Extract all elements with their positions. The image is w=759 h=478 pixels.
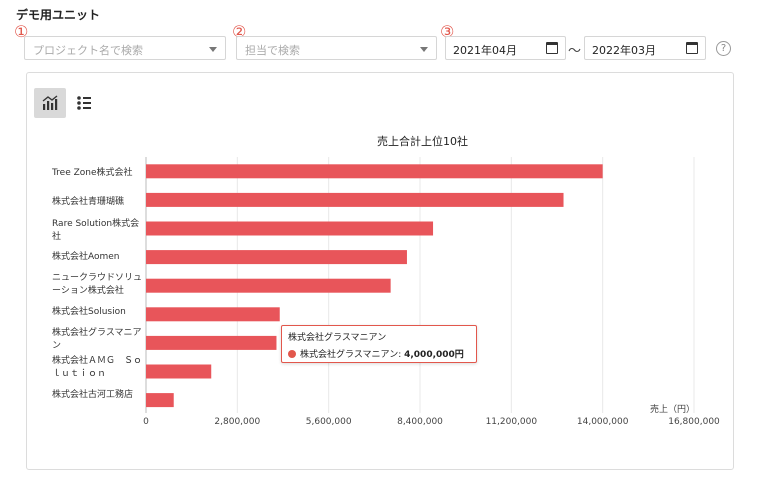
person-search-placeholder: 担当で検索 [245, 44, 300, 57]
chart-card [26, 72, 734, 470]
marker-1: ① [14, 22, 29, 41]
x-tick-label: 16,800,000 [668, 417, 720, 427]
category-label: Tree Zone株式会社 [52, 168, 133, 178]
range-separator: 〜 [568, 44, 582, 59]
bar[interactable] [146, 250, 407, 265]
project-search-placeholder: プロジェクト名で検索 [33, 44, 143, 57]
series-dot-icon [288, 350, 296, 358]
tooltip-title: 株式会社グラスマニアン [288, 333, 387, 343]
category-label: 株式会社Aomen [52, 252, 120, 262]
help-icon[interactable]: ? [716, 41, 731, 56]
bar[interactable] [146, 192, 564, 207]
chart-title: 売上合計上位10社 [377, 135, 468, 148]
calendar-icon[interactable] [686, 42, 698, 54]
date-to-input[interactable]: 2022年03月 [584, 36, 706, 60]
tooltip-series-label: 株式会社グラスマニアン: [300, 350, 402, 360]
bar-chart-icon [42, 95, 58, 110]
bar[interactable] [146, 221, 434, 236]
category-label: 株式会社青珊瑚礁 [52, 197, 125, 207]
bar[interactable] [146, 278, 391, 293]
x-tick-label: 0 [143, 417, 149, 427]
list-view-button[interactable] [68, 88, 100, 118]
bar[interactable] [146, 307, 280, 322]
x-tick-label: 5,600,000 [306, 417, 352, 427]
chevron-down-icon [420, 47, 428, 52]
x-tick-label: 14,000,000 [577, 417, 629, 427]
x-tick-label: 2,800,000 [214, 417, 260, 427]
tooltip-value: 4,000,000円 [404, 350, 464, 360]
bar[interactable] [146, 364, 212, 379]
marker-3: ③ [440, 22, 455, 41]
calendar-icon[interactable] [546, 42, 558, 54]
project-search-select[interactable]: プロジェクト名で検索 [24, 36, 226, 60]
category-label: 株式会社古河工務店 [52, 390, 134, 400]
date-from-value: 2021年04月 [453, 44, 517, 57]
category-label: ニュークラウドソリューション株式会社 [52, 273, 143, 296]
date-to-value: 2022年03月 [592, 44, 656, 57]
category-label: 株式会社グラスマニアン [52, 328, 142, 351]
x-tick-label: 8,400,000 [397, 417, 443, 427]
list-icon [77, 96, 91, 110]
date-from-input[interactable]: 2021年04月 [445, 36, 566, 60]
marker-2: ② [232, 22, 247, 41]
bar[interactable] [146, 164, 603, 179]
x-tick-label: 11,200,000 [486, 417, 538, 427]
chart-view-button[interactable] [34, 88, 66, 118]
bar[interactable] [146, 335, 277, 350]
chevron-down-icon [209, 47, 217, 52]
chart-tooltip: 株式会社グラスマニアン 株式会社グラスマニアン: 4,000,000円 [281, 325, 477, 363]
category-label: 株式会社ＡＭＧ Ｓｏｌｕｔｉｏｎ [52, 356, 143, 379]
unit-title: デモ用ユニット [16, 8, 101, 22]
x-axis-title: 売上（円） [650, 405, 696, 415]
person-search-select[interactable]: 担当で検索 [236, 36, 437, 60]
category-label: 株式会社Solusion [52, 307, 126, 317]
category-label: Rare Solution株式会社 [52, 219, 140, 242]
bar[interactable] [146, 393, 174, 408]
